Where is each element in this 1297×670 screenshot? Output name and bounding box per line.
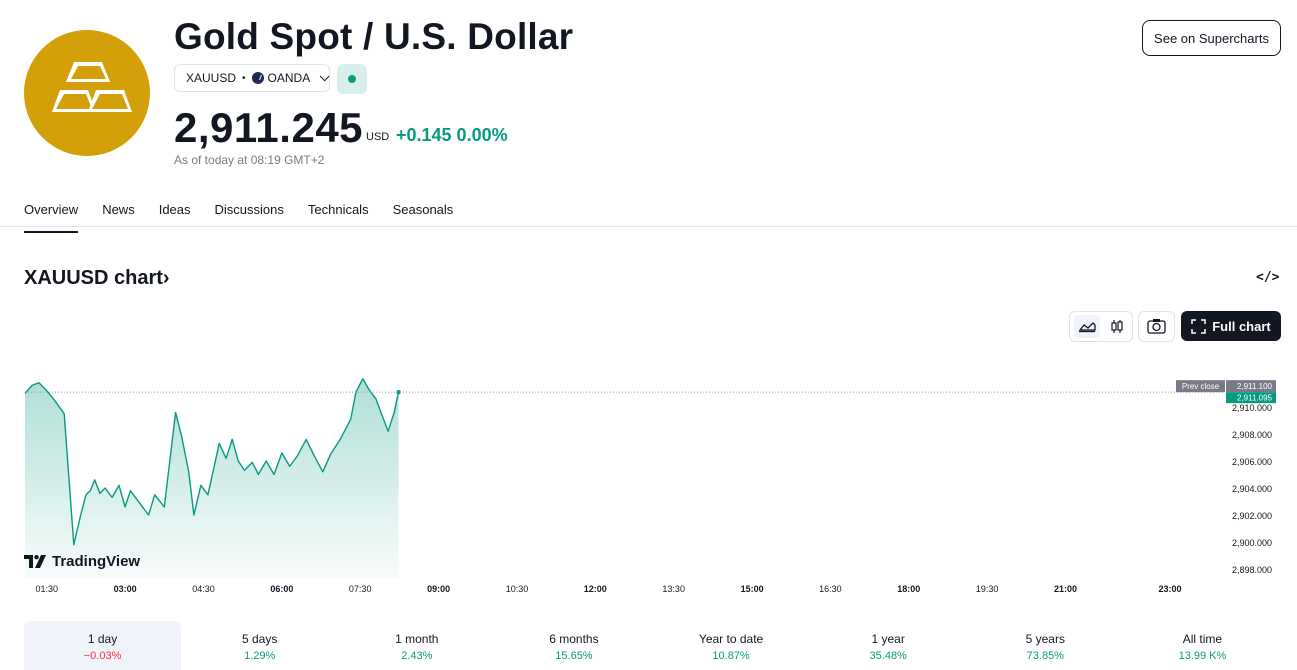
gold-bars-icon [24, 30, 150, 156]
period-label: 5 days [242, 632, 278, 646]
y-tick-label: 2,906.000 [1232, 457, 1272, 467]
as-of-timestamp: As of today at 08:19 GMT+2 [174, 153, 325, 167]
candles-icon [1111, 320, 1123, 333]
candles-chart-button[interactable] [1104, 315, 1130, 338]
fullscreen-icon [1191, 318, 1206, 334]
period-label: All time [1182, 632, 1223, 646]
last-price-dot [396, 389, 401, 395]
market-status-button[interactable] [337, 64, 367, 94]
symbol-selector[interactable]: XAUUSD • OANDA [174, 64, 330, 92]
period-change: 13.99 K% [1178, 650, 1227, 662]
chart-title-link[interactable]: XAUUSD chart› [24, 267, 170, 290]
period-label: 1 month [395, 632, 439, 646]
period-5-years[interactable]: 5 years 73.85% [967, 621, 1124, 670]
tab-discussions[interactable]: Discussions [214, 202, 284, 217]
tab-ideas[interactable]: Ideas [158, 202, 191, 217]
period-label: 5 years [1025, 632, 1065, 646]
chart-title: XAUUSD chart [24, 267, 163, 289]
full-chart-label: Full chart [1212, 318, 1271, 334]
x-tick-label: 01:30 [36, 584, 59, 594]
last-price: 2,911.245 [174, 104, 364, 151]
period-change: 15.65% [555, 650, 593, 662]
last-value-label: 2,911.095 [1237, 394, 1273, 403]
y-tick-label: 2,898.000 [1232, 565, 1272, 575]
prev-close-value-tag [1226, 380, 1276, 393]
x-tick-label: 03:00 [114, 584, 137, 594]
embed-code-icon[interactable]: </> [1256, 270, 1280, 285]
period-change: 1.29% [244, 650, 276, 662]
prev-close-label: Prev close [1182, 382, 1220, 391]
x-tick-label: 16:30 [819, 584, 842, 594]
tradingview-icon [24, 554, 46, 568]
tradingview-wordmark: TradingView [52, 553, 141, 570]
y-tick-label: 2,908.000 [1232, 430, 1272, 440]
period-1-day[interactable]: 1 day −0.03% [24, 621, 182, 670]
y-tick-label: 2,910.000 [1232, 403, 1272, 413]
x-tick-label: 18:00 [897, 584, 920, 594]
period-change: −0.03% [83, 650, 122, 662]
period-change: 73.85% [1026, 650, 1064, 662]
tab-seasonals[interactable]: Seasonals [392, 202, 454, 217]
market-status-dot-icon [348, 75, 356, 83]
x-tick-label: 12:00 [584, 584, 607, 594]
period-change: 35.48% [869, 650, 907, 662]
x-tick-label: 21:00 [1054, 584, 1077, 594]
period-year-to-date[interactable]: Year to date 10.87% [653, 621, 810, 670]
period-1-year[interactable]: 1 year 35.48% [810, 621, 967, 670]
prev-close-value: 2,911.100 [1237, 382, 1273, 391]
period-change: 2.43% [401, 650, 433, 662]
period-1-month[interactable]: 1 month 2.43% [338, 621, 495, 670]
exchange-label: OANDA [267, 71, 311, 85]
x-tick-label: 07:30 [349, 584, 372, 594]
exchange-icon [251, 72, 264, 84]
price-line [24, 378, 400, 546]
y-tick-label: 2,904.000 [1232, 484, 1272, 494]
tab-bar: Overview News Ideas Discussions Technica… [24, 202, 477, 233]
period-change: 10.87% [712, 650, 750, 662]
tabs-divider [0, 226, 1297, 227]
camera-icon [1147, 319, 1166, 334]
period-label: 6 months [549, 632, 599, 646]
full-chart-button[interactable]: Full chart [1181, 311, 1281, 341]
y-tick-label: 2,900.000 [1232, 538, 1272, 548]
period-label: 1 year [871, 632, 905, 646]
period-6-months[interactable]: 6 months 15.65% [495, 621, 652, 670]
chevron-down-icon [319, 70, 330, 81]
x-tick-label: 23:00 [1158, 584, 1181, 594]
x-tick-label: 06:00 [270, 584, 293, 594]
x-tick-label: 04:30 [192, 584, 215, 594]
chart-style-toggle [1069, 311, 1133, 342]
chevron-right-icon: › [162, 267, 170, 289]
period-label: 1 day [87, 632, 118, 646]
see-on-supercharts-button[interactable]: See on Supercharts [1142, 20, 1281, 56]
x-tick-label: 09:00 [427, 584, 450, 594]
last-value-tag [1226, 392, 1276, 404]
prev-close-tag [1176, 380, 1225, 393]
tradingview-logo: TradingView [24, 553, 140, 570]
period-all-time[interactable]: All time 13.99 K% [1124, 621, 1281, 670]
area-chart-button[interactable] [1074, 315, 1100, 338]
symbol-label: XAUUSD [186, 71, 237, 85]
tab-technicals[interactable]: Technicals [307, 202, 369, 217]
y-tick-label: 2,902.000 [1232, 511, 1272, 521]
separator-dot: • [242, 72, 246, 84]
price-change: +0.145 0.00% [396, 125, 508, 145]
x-tick-label: 10:30 [506, 584, 529, 594]
currency-label: USD [366, 131, 390, 143]
tab-overview[interactable]: Overview [24, 202, 79, 233]
tab-news[interactable]: News [102, 202, 135, 217]
x-tick-label: 19:30 [976, 584, 999, 594]
page-title: Gold Spot / U.S. Dollar [174, 16, 574, 57]
performance-periods: 1 day −0.03% 5 days 1.29% 1 month 2.43% … [24, 621, 1281, 670]
x-tick-label: 15:00 [741, 584, 764, 594]
period-label: Year to date [698, 632, 764, 646]
price-chart[interactable]: 2,910.000 2,908.000 2,906.000 2,904.000 2,90… [0, 350, 1297, 600]
snapshot-button[interactable] [1138, 311, 1175, 342]
period-5-days[interactable]: 5 days 1.29% [181, 621, 338, 670]
area-chart-icon [1078, 322, 1096, 333]
x-tick-label: 13:30 [662, 584, 685, 594]
